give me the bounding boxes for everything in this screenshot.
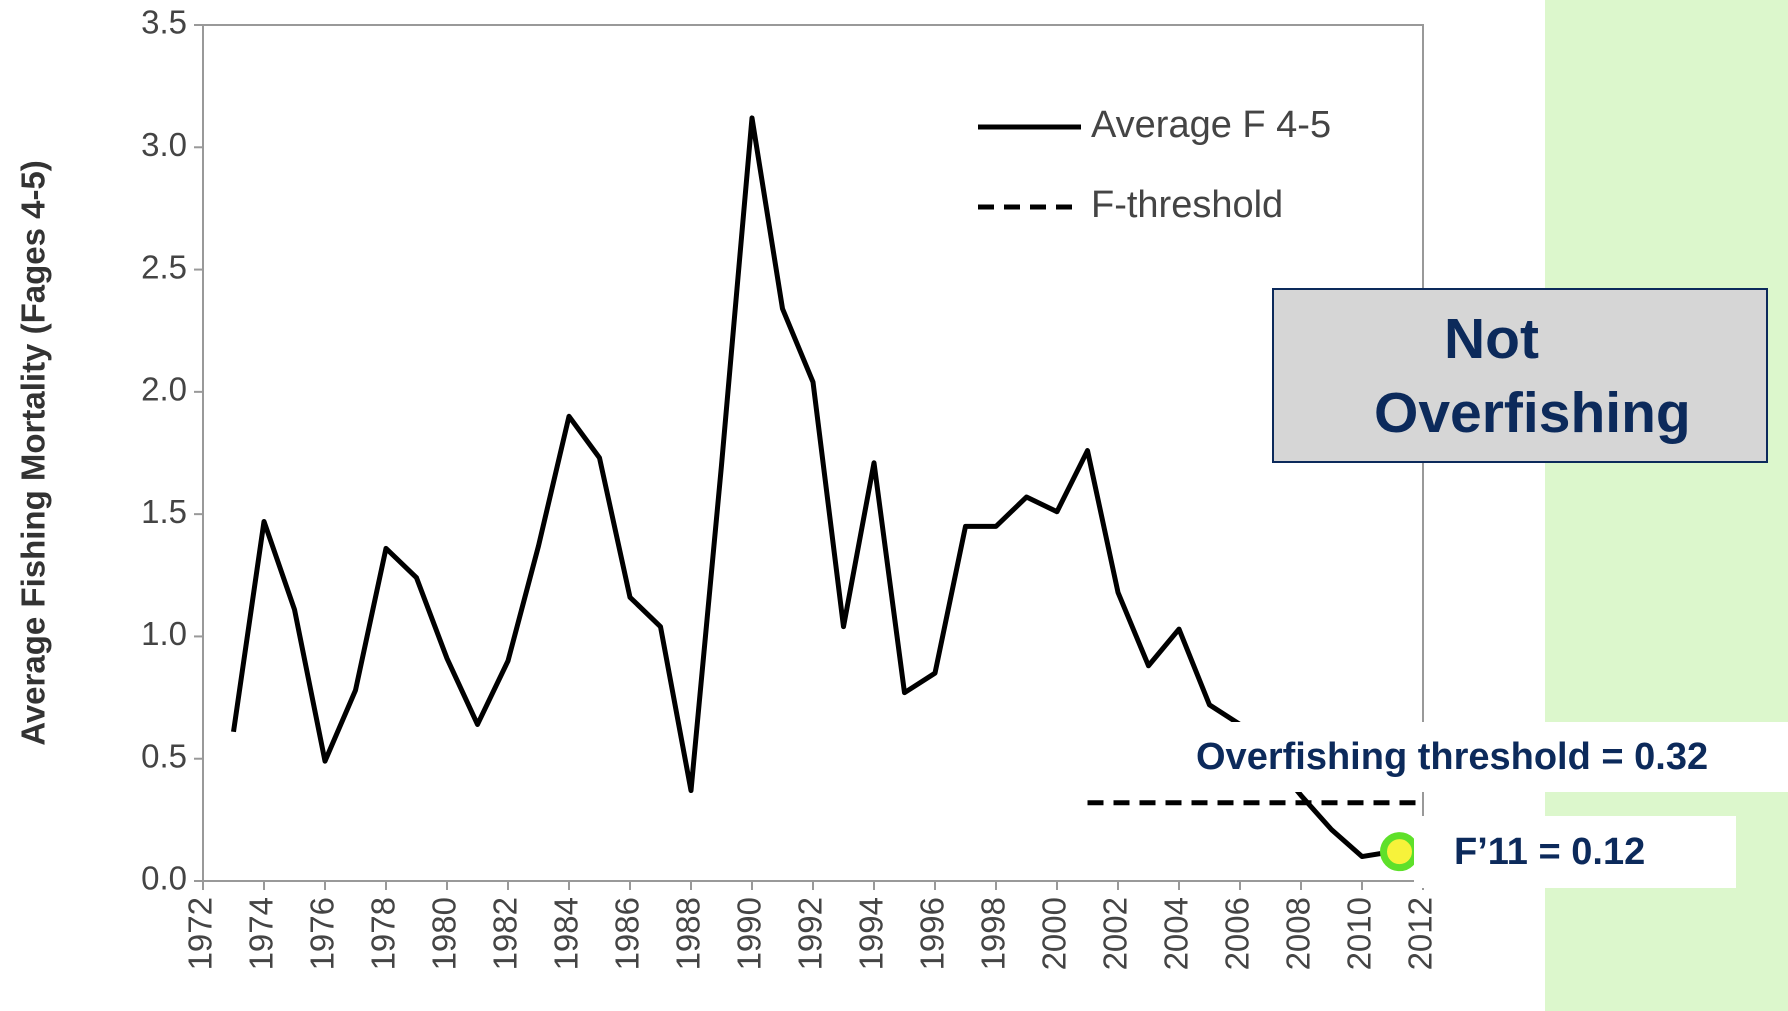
x-tick-label: 1976 <box>304 897 341 970</box>
x-tick-label: 1988 <box>670 897 707 970</box>
y-tick-label: 1.5 <box>141 493 187 530</box>
status-box: Not Overfishing <box>1272 288 1768 463</box>
y-tick-label: 2.5 <box>141 248 187 285</box>
x-tick-label: 2012 <box>1402 897 1439 970</box>
series-line <box>231 115 1393 860</box>
legend-label: Average F 4-5 <box>1091 104 1331 146</box>
x-tick-label: 2008 <box>1280 897 1317 970</box>
y-tick-label: 1.0 <box>141 615 187 652</box>
highlight-label-box: F’11 = 0.12 <box>1414 816 1736 888</box>
x-tick-label: 2004 <box>1158 897 1195 970</box>
y-tick-label: 2.0 <box>141 371 187 408</box>
y-tick-label: 0.5 <box>141 737 187 774</box>
x-tick-label: 2010 <box>1341 897 1378 970</box>
x-tick-label: 1986 <box>609 897 646 970</box>
x-tick-label: 1994 <box>853 897 890 970</box>
x-tick-label: 1984 <box>548 897 585 970</box>
y-axis-title: Average Fishing Mortality (Fages 4-5) <box>15 160 52 746</box>
x-tick-label: 1980 <box>426 897 463 970</box>
y-tick-label: 3.5 <box>141 4 187 41</box>
status-text: Not Overfishing <box>1374 307 1691 445</box>
threshold-label-box: Overfishing threshold = 0.32 <box>1186 722 1788 792</box>
x-tick-label: 1992 <box>792 897 829 970</box>
x-tick-label: 1978 <box>365 897 402 970</box>
x-tick-label: 1990 <box>731 897 768 970</box>
legend-label: F-threshold <box>1091 184 1283 226</box>
threshold-label: Overfishing threshold = 0.32 <box>1196 736 1709 778</box>
x-tick-label: 2006 <box>1219 897 1256 970</box>
y-tick-label: 3.0 <box>141 126 187 163</box>
highlight-label: F’11 = 0.12 <box>1454 831 1646 873</box>
x-tick-label: 2000 <box>1036 897 1073 970</box>
x-tick-label: 1998 <box>975 897 1012 970</box>
x-tick-label: 1982 <box>487 897 524 970</box>
highlight-point <box>1380 832 1419 872</box>
x-tick-label: 1996 <box>914 897 951 970</box>
x-tick-label: 2002 <box>1097 897 1134 970</box>
x-tick-label: 1972 <box>182 897 219 970</box>
x-tick-label: 1974 <box>243 897 280 970</box>
y-tick-label: 0.0 <box>141 860 187 897</box>
